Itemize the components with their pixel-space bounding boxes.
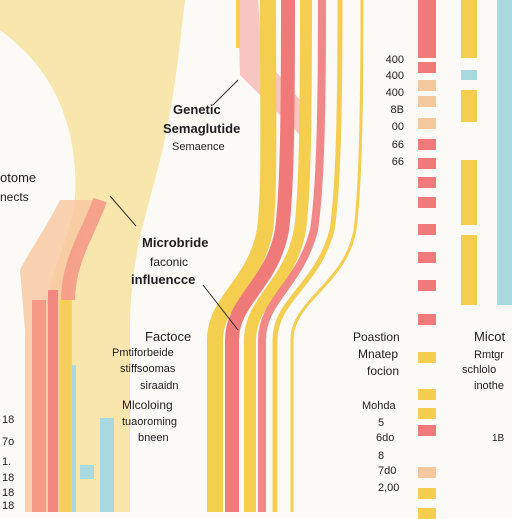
microbride-label-2: faconic bbox=[150, 255, 189, 269]
legend-block bbox=[418, 389, 436, 400]
legend-block bbox=[418, 80, 436, 91]
scale-number-6: 66 bbox=[391, 139, 404, 151]
right-label-1: Micot bbox=[474, 329, 506, 344]
scale-number-2: 400 bbox=[385, 70, 404, 82]
left-blue-bar-a bbox=[72, 365, 76, 512]
position-label-1: Poastion bbox=[353, 330, 400, 344]
legend-block bbox=[418, 488, 436, 499]
factor-label-7: bneen bbox=[138, 432, 169, 444]
right-label-4: inothe bbox=[474, 380, 504, 392]
microbride-label-3: influencce bbox=[131, 272, 196, 287]
right-yellow-column bbox=[461, 0, 477, 58]
right-yellow-column-mid bbox=[461, 90, 477, 122]
mid-number-1: Mohda bbox=[362, 400, 396, 412]
legend-block-column bbox=[418, 62, 436, 519]
center-flow-yellow-fine bbox=[290, 0, 364, 512]
genetic-label-1: Genetic bbox=[173, 102, 221, 117]
legend-block bbox=[418, 352, 436, 363]
factor-label-2: Pmtiforbeide bbox=[112, 347, 174, 359]
mid-number-3: 6do bbox=[376, 432, 395, 444]
legend-block bbox=[418, 177, 436, 188]
left-edge-number-1: 18 bbox=[2, 414, 15, 426]
factor-label-3: stiffsoomas bbox=[120, 363, 176, 375]
center-flow-yellow-thin bbox=[272, 0, 343, 512]
factor-label-5: Mlcoloing bbox=[122, 398, 173, 412]
center-flow-red bbox=[225, 0, 295, 512]
right-label-3: schlolo bbox=[462, 364, 497, 376]
legend-block bbox=[418, 425, 436, 436]
center-flow-yellow-outer bbox=[207, 0, 277, 512]
legend-block bbox=[418, 314, 436, 325]
legend-block bbox=[418, 96, 436, 107]
left-blue-bar-b bbox=[80, 465, 94, 479]
scale-number-4: 8B bbox=[390, 104, 404, 116]
position-label-2: Mnatep bbox=[358, 347, 399, 361]
legend-block bbox=[418, 224, 436, 235]
right-label-2: Rmtgr bbox=[474, 349, 504, 361]
left-edge-number-4: 18 bbox=[2, 472, 15, 484]
leader-line-left-top bbox=[109, 195, 137, 227]
left-top-label-1: otome bbox=[0, 170, 37, 185]
left-edge-number-3: 1. bbox=[2, 456, 12, 468]
left-edge-number-2: 7o bbox=[2, 436, 15, 448]
legend-block bbox=[418, 158, 436, 169]
genetic-label-2: Semaglutide bbox=[163, 121, 241, 136]
legend-block bbox=[418, 197, 436, 208]
left-flow-red-column bbox=[48, 290, 58, 512]
right-edge-number: 1B bbox=[492, 433, 505, 444]
mid-number-4: 8 bbox=[378, 450, 385, 462]
left-top-label-2: nects bbox=[0, 190, 29, 204]
left-blue-bar-c bbox=[100, 418, 114, 512]
scale-number-1: 400 bbox=[385, 54, 404, 66]
legend-block bbox=[418, 62, 436, 73]
legend-block bbox=[418, 508, 436, 519]
center-flow-red-inner bbox=[258, 0, 326, 512]
position-label-3: focion bbox=[367, 364, 400, 378]
right-blue-column-top bbox=[497, 0, 512, 305]
scale-number-7: 66 bbox=[391, 156, 404, 168]
leader-line-genetic bbox=[212, 79, 239, 106]
legend-block bbox=[418, 118, 436, 129]
legend-block bbox=[418, 467, 436, 478]
factor-label-1: Factoce bbox=[145, 329, 192, 344]
legend-block bbox=[418, 252, 436, 263]
microbride-label-1: Microbride bbox=[142, 235, 209, 250]
legend-block bbox=[418, 139, 436, 150]
left-flow-yellow-column bbox=[60, 300, 72, 512]
center-flow-yellow-mid bbox=[244, 0, 312, 512]
right-yellow-column-low bbox=[461, 160, 477, 225]
leader-line-microbride bbox=[202, 284, 239, 331]
scale-number-5: 00 bbox=[391, 121, 404, 133]
left-edge-number-5: 18 bbox=[2, 487, 15, 499]
left-flow-coral-column bbox=[32, 300, 46, 512]
left-flow-coral-strand bbox=[61, 197, 107, 301]
mid-number-2: 5 bbox=[378, 417, 385, 429]
left-edge-number-6: 18 bbox=[2, 500, 15, 512]
mid-number-6: 2,00 bbox=[378, 482, 400, 494]
legend-block bbox=[418, 280, 436, 291]
genetic-label-3: Semaence bbox=[172, 141, 225, 153]
factor-label-6: tuaoroming bbox=[122, 416, 178, 428]
legend-block bbox=[418, 408, 436, 419]
mid-number-5: 7d0 bbox=[378, 465, 397, 477]
right-blue-column-mid bbox=[461, 70, 477, 80]
factor-label-4: siraaidn bbox=[140, 380, 179, 392]
right-red-column bbox=[418, 0, 436, 58]
scale-number-3: 400 bbox=[385, 87, 404, 99]
right-yellow-column-bottom bbox=[461, 235, 477, 305]
